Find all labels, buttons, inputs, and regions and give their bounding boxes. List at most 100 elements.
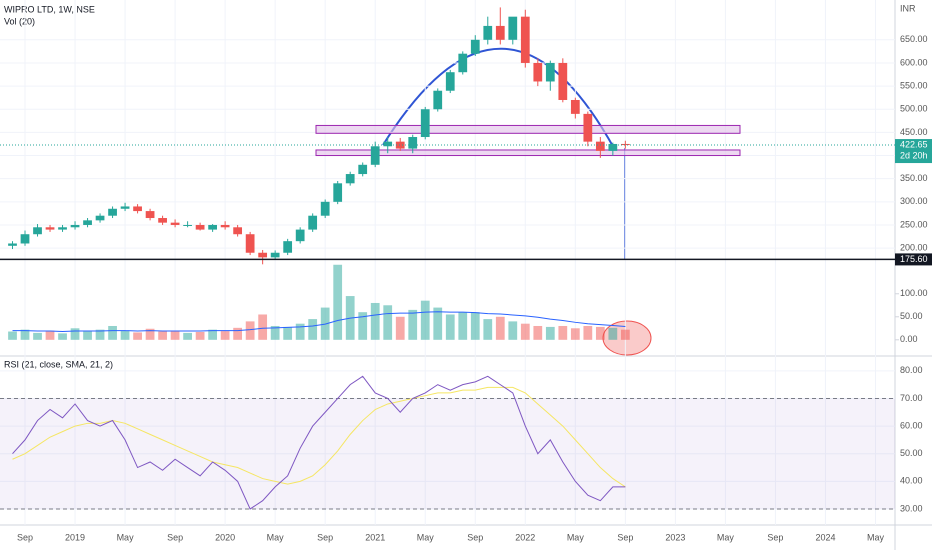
- y-tick-label: 200.00: [900, 242, 928, 252]
- x-tick-label: May: [417, 532, 435, 542]
- candle-body: [108, 208, 117, 216]
- x-tick-label: May: [267, 532, 285, 542]
- x-tick-label: Sep: [167, 532, 183, 542]
- candle-body: [545, 62, 555, 82]
- volume-bar: [433, 307, 443, 340]
- volume-bar: [545, 326, 555, 340]
- y-tick-label: 500.00: [900, 104, 928, 114]
- y-tick-label: 250.00: [900, 219, 928, 229]
- volume-bar: [295, 323, 305, 340]
- x-tick-label: 2021: [365, 532, 385, 542]
- candle-body: [170, 222, 180, 225]
- x-tick-label: Sep: [467, 532, 483, 542]
- y-tick-label: 50.00: [900, 448, 923, 458]
- volume-bar: [395, 316, 405, 340]
- volume-bar: [520, 323, 530, 340]
- candle-body: [570, 99, 580, 114]
- candle-body: [495, 25, 505, 40]
- volume-bar: [445, 314, 455, 340]
- x-tick-label: May: [717, 532, 735, 542]
- volume-bar: [70, 328, 80, 340]
- countdown: 2d 20h: [900, 150, 928, 160]
- y-tick-label: 300.00: [900, 196, 928, 206]
- volume-bar: [145, 328, 155, 340]
- candle-body: [320, 201, 330, 216]
- volume-bar: [383, 305, 393, 340]
- y-tick-label: 80.00: [900, 365, 923, 375]
- candle-body: [270, 252, 280, 258]
- y-tick-label: 70.00: [900, 393, 923, 403]
- y-tick-label: 350.00: [900, 173, 928, 183]
- volume-bar: [333, 264, 343, 340]
- volume-bar: [120, 330, 130, 340]
- volume-bar: [45, 330, 55, 340]
- y-tick-label: 50.00: [900, 311, 923, 321]
- candle-body: [520, 16, 530, 63]
- candle-body: [183, 224, 192, 226]
- candle-body: [308, 215, 318, 230]
- y-tick-label: 650.00: [900, 34, 928, 44]
- x-tick-label: 2024: [815, 532, 835, 542]
- volume-bar: [8, 331, 17, 340]
- candle-body: [383, 141, 393, 147]
- candle-body: [608, 143, 618, 151]
- rsi-band: [0, 398, 895, 509]
- candle-body: [70, 224, 80, 228]
- volume-bar: [558, 325, 568, 340]
- volume-bar: [233, 327, 243, 340]
- volume-bar: [220, 331, 230, 340]
- volume-bar: [570, 328, 580, 340]
- volume-bar: [195, 331, 205, 340]
- volume-bar: [108, 325, 117, 340]
- y-tick-label: 40.00: [900, 476, 923, 486]
- candle-body: [145, 211, 155, 219]
- candle-body: [358, 164, 368, 175]
- candle-body: [595, 141, 605, 151]
- volume-bar: [308, 319, 318, 340]
- volume-bar: [283, 326, 293, 340]
- y-tick-label: 600.00: [900, 57, 928, 67]
- x-tick-label: May: [117, 532, 135, 542]
- rsi-title: RSI (21, close, SMA, 21, 2): [4, 359, 113, 369]
- x-tick-label: Sep: [317, 532, 333, 542]
- volume-bar: [620, 329, 630, 340]
- last-price-bg: [895, 139, 932, 164]
- candle-body: [408, 137, 418, 149]
- candle-body: [458, 53, 468, 73]
- support-label-bg: [895, 253, 932, 266]
- candle-body: [620, 143, 630, 146]
- candle-body: [420, 109, 430, 138]
- x-tick-label: Sep: [617, 532, 633, 542]
- y-tick-label: 30.00: [900, 503, 923, 513]
- rsi-line: [12, 375, 626, 510]
- volume-bar: [258, 314, 268, 340]
- volume-bar: [458, 312, 468, 340]
- volume-bar: [133, 332, 142, 340]
- volume-bar: [270, 325, 280, 340]
- candle-body: [370, 146, 380, 165]
- candle-body: [220, 224, 230, 228]
- volume-bar: [33, 332, 42, 340]
- volume-title: Vol (20): [4, 16, 35, 26]
- price-zone: [315, 149, 741, 157]
- y-tick-label: 100.00: [900, 288, 928, 298]
- candle-body: [533, 62, 543, 82]
- arc-drawing: [382, 47, 616, 151]
- candle-body: [470, 39, 480, 54]
- volume-bar: [370, 302, 380, 340]
- candle-body: [33, 227, 42, 235]
- last-price-label: 422.65: [900, 139, 928, 149]
- volume-bar: [358, 312, 368, 340]
- volume-bar: [170, 330, 180, 340]
- volume-bar: [608, 327, 618, 340]
- volume-bar: [583, 325, 593, 340]
- candle-body: [195, 224, 205, 230]
- volume-bar: [58, 333, 67, 340]
- candle-body: [245, 234, 255, 253]
- candle-body: [120, 206, 130, 209]
- volume-bar: [508, 321, 518, 340]
- candle-body: [283, 241, 293, 253]
- volume-bar: [595, 326, 605, 340]
- x-tick-label: 2020: [215, 532, 235, 542]
